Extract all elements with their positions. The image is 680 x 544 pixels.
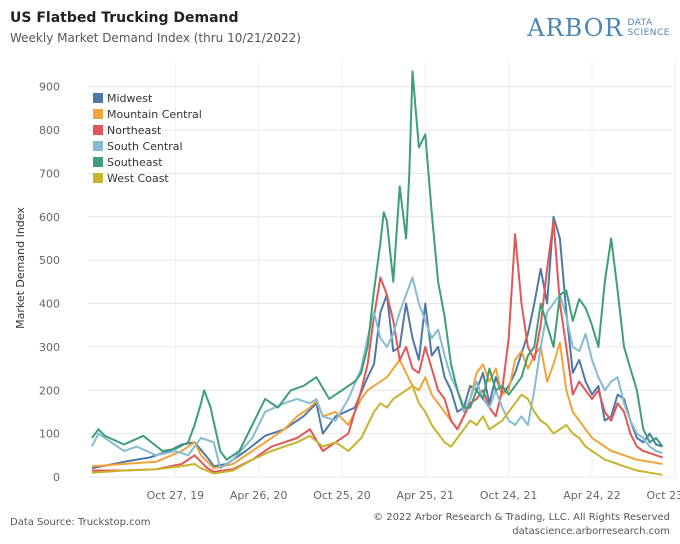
y-tick-label: 300 (39, 341, 60, 354)
y-tick-label: 700 (39, 167, 60, 180)
x-tick-label: Apr 24, 22 (563, 489, 621, 502)
y-tick-label: 600 (39, 211, 60, 224)
y-tick-label: 400 (39, 298, 60, 311)
x-tick-label: Oct 23, 22 (647, 489, 680, 502)
y-axis-label: Market Demand Index (14, 207, 27, 329)
y-tick-label: 900 (39, 81, 60, 94)
legend-label: Midwest (107, 92, 153, 105)
y-axis: 0 100 200 300 400 500 600 700 800 900 (39, 81, 60, 484)
website-link[interactable]: datascience.arborresearch.com (512, 526, 670, 537)
copyright-text: © 2022 Arbor Research & Trading, LLC. Al… (373, 512, 670, 523)
legend-label: West Coast (107, 172, 169, 185)
series-line-west-coast (91, 384, 663, 476)
series-line-northeast (92, 220, 663, 473)
series-line-midwest (91, 215, 663, 470)
legend-swatch (93, 141, 103, 151)
series-line-south-central (91, 276, 663, 470)
x-tick-label: Apr 26, 20 (230, 489, 288, 502)
brand-tagline: DATA SCIENCE (627, 18, 670, 38)
legend: Midwest Mountain Central Northeast South Ce… (93, 92, 202, 185)
y-tick-label: 100 (39, 428, 60, 441)
series-line-southeast (91, 70, 664, 461)
brand-logo: ARBOR DATA SCIENCE (527, 14, 670, 42)
brand-tagline-line2: SCIENCE (627, 28, 670, 38)
x-axis: Oct 27, 19 Apr 26, 20 Oct 25, 20 Apr 25, 21… (147, 489, 680, 502)
legend-label: Northeast (107, 124, 162, 137)
x-tick-label: Oct 25, 20 (313, 489, 371, 502)
series-line-mountain-central (91, 341, 663, 470)
legend-swatch (93, 173, 103, 183)
legend-label: Mountain Central (107, 108, 202, 121)
y-tick-label: 800 (39, 124, 60, 137)
data-source: Data Source: Truckstop.com (10, 517, 151, 528)
footer-credits: © 2022 Arbor Research & Trading, LLC. Al… (373, 511, 670, 539)
legend-swatch (93, 157, 103, 167)
legend-swatch (93, 125, 103, 135)
brand-name: ARBOR (527, 14, 624, 42)
legend-swatch (93, 93, 103, 103)
gridlines (88, 62, 676, 478)
legend-swatch (93, 109, 103, 119)
chart-subtitle: Weekly Market Demand Index (thru 10/21/2… (10, 31, 301, 45)
brand-tagline-line1: DATA (627, 18, 653, 28)
y-tick-label: 500 (39, 254, 60, 267)
series-lines (91, 70, 664, 476)
legend-label: South Central (107, 140, 183, 153)
x-tick-label: Oct 24, 21 (480, 489, 538, 502)
legend-label: Southeast (107, 156, 163, 169)
chart-title: US Flatbed Trucking Demand (10, 10, 239, 26)
x-tick-label: Apr 25, 21 (397, 489, 455, 502)
y-tick-label: 0 (53, 471, 60, 484)
y-tick-label: 200 (39, 384, 60, 397)
x-tick-label: Oct 27, 19 (147, 489, 205, 502)
